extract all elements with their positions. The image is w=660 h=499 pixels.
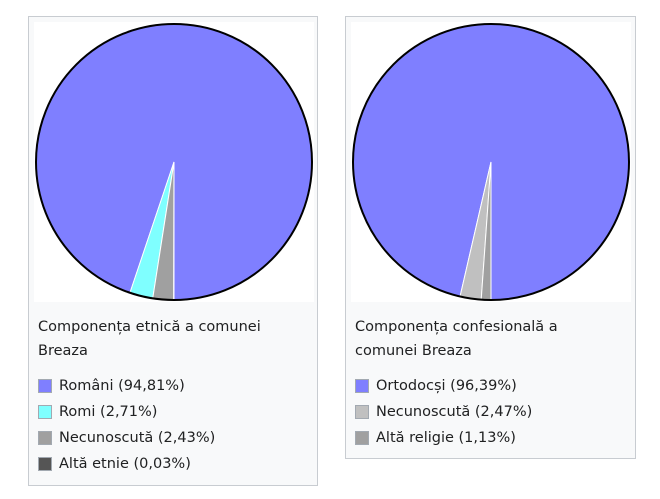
legend-item: Necunoscută (2,47%) <box>355 399 625 425</box>
legend-item: Necunoscută (2,43%) <box>38 425 308 451</box>
legend-item: Altă etnie (0,03%) <box>38 451 308 477</box>
religion-pie-chart <box>352 23 630 301</box>
ethnic-chart-title: Componența etnică a comunei Breaza <box>38 319 261 359</box>
religion-legend: Ortodocși (96,39%) Necunoscută (2,47%) A… <box>355 373 625 451</box>
legend-swatch <box>38 379 52 393</box>
legend-item: Români (94,81%) <box>38 373 308 399</box>
legend-swatch <box>355 405 369 419</box>
legend-label: Romi (2,71%) <box>59 404 158 420</box>
legend-item: Romi (2,71%) <box>38 399 308 425</box>
legend-item: Ortodocși (96,39%) <box>355 373 625 399</box>
legend-swatch <box>38 431 52 445</box>
legend-label: Români (94,81%) <box>59 378 185 394</box>
legend-swatch <box>355 379 369 393</box>
ethnic-chart-panel: Componența etnică a comunei Breaza Român… <box>28 16 318 486</box>
religion-pie-area <box>351 22 631 302</box>
ethnic-pie-chart <box>35 23 313 301</box>
legend-label: Necunoscută (2,43%) <box>59 430 216 446</box>
pie-outline <box>352 23 630 301</box>
ethnic-legend: Români (94,81%) Romi (2,71%) Necunoscută… <box>38 373 308 477</box>
pie-outline <box>35 23 313 301</box>
legend-label: Altă religie (1,13%) <box>376 430 516 446</box>
religion-chart-panel: Componența confesională a comunei Breaza… <box>345 16 636 459</box>
legend-swatch <box>355 431 369 445</box>
religion-chart-title: Componența confesională a comunei Breaza <box>355 319 558 359</box>
legend-swatch <box>38 405 52 419</box>
legend-swatch <box>38 457 52 471</box>
legend-item: Altă religie (1,13%) <box>355 425 625 451</box>
legend-label: Ortodocși (96,39%) <box>376 378 517 394</box>
ethnic-pie-area <box>34 22 314 302</box>
legend-label: Altă etnie (0,03%) <box>59 456 191 472</box>
legend-label: Necunoscută (2,47%) <box>376 404 533 420</box>
